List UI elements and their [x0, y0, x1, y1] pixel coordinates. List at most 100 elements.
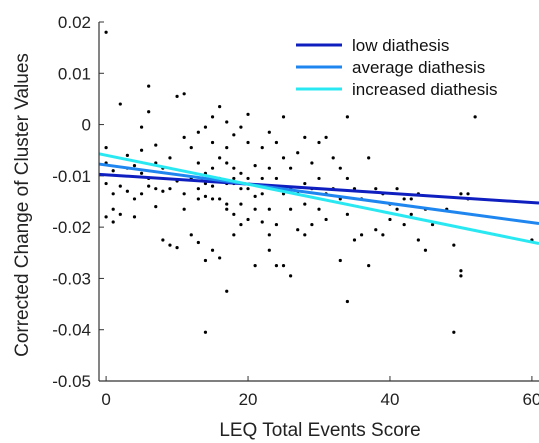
data-point — [281, 264, 286, 268]
data-point — [168, 243, 172, 247]
data-point — [317, 207, 321, 211]
data-point — [352, 238, 357, 242]
data-point — [303, 233, 307, 237]
data-point — [303, 202, 307, 206]
data-point — [274, 222, 279, 227]
data-point — [345, 115, 349, 119]
data-point — [459, 269, 463, 273]
data-point — [374, 228, 378, 232]
data-point — [423, 248, 428, 252]
data-point — [147, 184, 151, 188]
legend-label: average diathesis — [352, 58, 485, 77]
data-point — [317, 176, 321, 181]
data-point — [274, 264, 279, 268]
data-point — [161, 189, 165, 193]
data-point — [225, 289, 229, 293]
data-point — [466, 192, 470, 196]
data-point — [381, 233, 385, 237]
data-point — [473, 115, 477, 119]
data-point — [182, 135, 186, 139]
data-point — [260, 220, 264, 224]
data-point — [239, 187, 243, 191]
data-point — [289, 274, 293, 278]
data-point — [274, 140, 279, 145]
y-tick-label: 0.02 — [58, 13, 91, 32]
data-point — [409, 197, 413, 201]
data-point — [132, 215, 137, 219]
data-point — [416, 238, 420, 242]
data-point — [253, 264, 257, 268]
data-point — [218, 197, 222, 201]
data-point — [267, 130, 271, 134]
data-point — [218, 156, 222, 160]
data-point — [267, 166, 271, 170]
data-point — [253, 207, 257, 211]
data-point — [175, 246, 179, 250]
data-point — [210, 184, 215, 188]
data-point — [253, 164, 257, 168]
data-point — [154, 143, 158, 147]
data-point — [246, 176, 250, 181]
data-point — [459, 274, 463, 278]
data-point — [154, 205, 158, 209]
data-point — [111, 169, 115, 173]
data-point — [345, 299, 349, 304]
data-point — [132, 164, 137, 168]
data-point — [289, 166, 293, 170]
data-point — [218, 256, 222, 260]
data-point — [225, 202, 229, 206]
data-point — [260, 176, 264, 181]
scatter-points — [104, 30, 534, 334]
data-point — [260, 192, 264, 196]
data-point — [147, 84, 151, 88]
data-point — [104, 30, 108, 34]
data-point — [118, 184, 122, 188]
data-point — [281, 156, 286, 160]
x-tick-label: 40 — [381, 390, 400, 409]
regression-lines — [98, 152, 539, 246]
regression-line — [98, 152, 539, 246]
data-point — [402, 222, 406, 227]
y-tick-label: -0.04 — [52, 321, 91, 340]
data-point — [139, 171, 144, 175]
y-axis-ticks: 0.02 0.01 0 -0.01 -0.02 -0.03 -0.04 -0.05 — [52, 13, 104, 391]
data-point — [196, 197, 200, 201]
data-point — [232, 212, 236, 216]
data-point — [310, 161, 314, 165]
data-point — [324, 135, 328, 139]
data-point — [402, 197, 406, 201]
data-point — [395, 187, 399, 191]
data-point — [225, 120, 229, 124]
data-point — [161, 238, 165, 242]
data-point — [182, 207, 186, 211]
data-point — [218, 105, 222, 109]
data-point — [104, 146, 108, 150]
data-point — [281, 115, 286, 119]
data-point — [239, 171, 243, 175]
legend-label: low diathesis — [352, 36, 449, 55]
data-point — [125, 189, 129, 193]
data-point — [303, 135, 307, 139]
x-tick-label: 20 — [239, 390, 258, 409]
data-point — [232, 133, 236, 137]
data-point — [388, 217, 392, 222]
y-tick-label: -0.05 — [52, 372, 91, 391]
data-point — [253, 194, 257, 198]
data-point — [303, 181, 307, 186]
data-point — [367, 264, 371, 268]
data-point — [267, 207, 271, 211]
data-point — [452, 243, 456, 247]
data-point — [338, 258, 342, 263]
regression-line — [98, 162, 539, 226]
data-point — [210, 197, 215, 201]
data-point — [168, 156, 172, 160]
data-point — [430, 222, 435, 227]
plot-axes — [98, 22, 539, 382]
data-point — [210, 115, 215, 119]
data-point — [289, 207, 293, 211]
data-point — [345, 212, 349, 216]
data-point — [395, 207, 399, 211]
data-point — [210, 140, 215, 145]
data-point — [246, 187, 250, 191]
